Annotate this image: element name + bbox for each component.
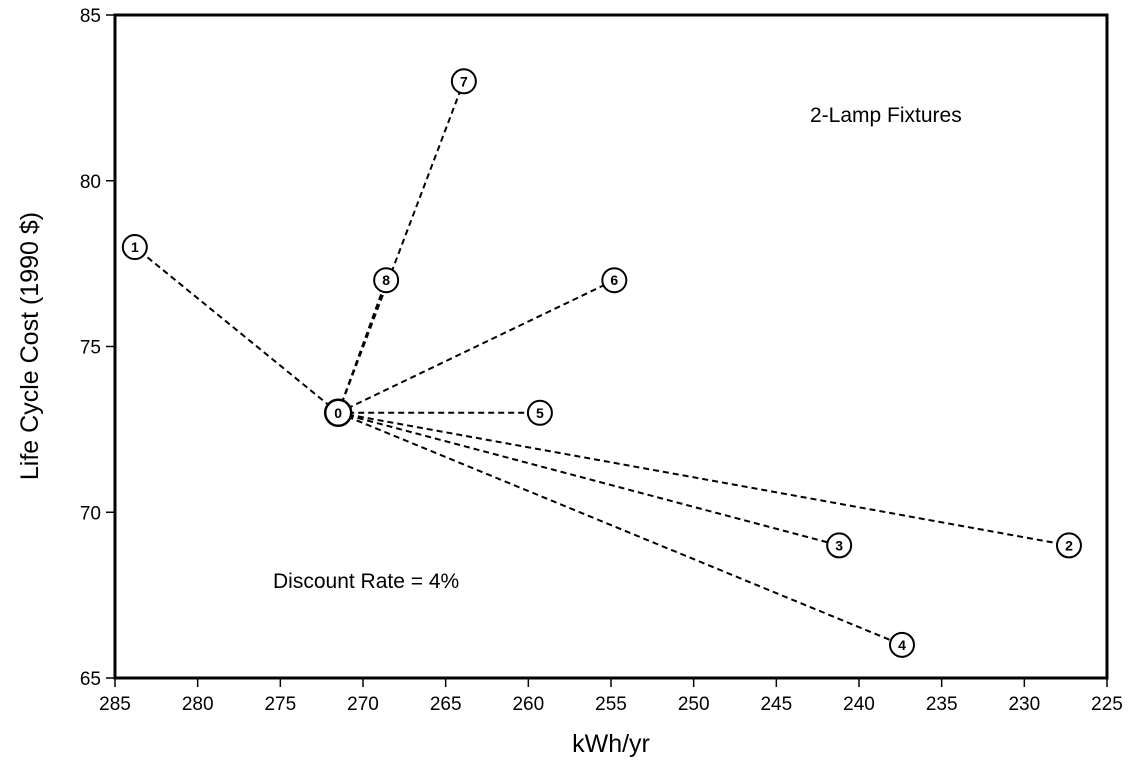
connection-line-0-1: [134, 246, 339, 414]
data-points: 0 1 2 3 4 5 6 7 8: [121, 68, 1082, 658]
point-label-1: 1: [131, 239, 139, 255]
point-marker-1: [121, 234, 148, 261]
point-marker-0: [323, 398, 353, 428]
x-tick-label-225: 225: [1091, 694, 1123, 715]
y-tick-label-80: 80: [80, 172, 101, 193]
x-tick-label-265: 265: [430, 694, 462, 715]
annotation-discount-rate: Discount Rate = 4%: [273, 570, 459, 593]
x-tick-label-240: 240: [843, 694, 875, 715]
x-tick-label-260: 260: [512, 694, 544, 715]
data-point-8: 8: [373, 267, 400, 294]
point-marker-8: [373, 267, 400, 294]
x-tick-label-235: 235: [926, 694, 958, 715]
x-tick-label-275: 275: [264, 694, 296, 715]
connection-line-0-4: [337, 411, 903, 646]
point-label-3: 3: [835, 537, 843, 553]
y-tick-label-85: 85: [80, 6, 101, 27]
x-axis-title: kWh/yr: [572, 730, 650, 758]
data-point-5: 5: [526, 399, 553, 426]
connection-line-0-7: [337, 80, 465, 414]
y-axis: 65 70 75 80 85: [80, 6, 115, 690]
point-label-6: 6: [610, 272, 618, 288]
connection-line-0-3: [337, 411, 840, 547]
point-label-0: 0: [334, 405, 342, 421]
connection-lines: [134, 80, 1070, 646]
x-tick-label-255: 255: [595, 694, 627, 715]
x-tick-label-250: 250: [678, 694, 710, 715]
point-marker-5: [526, 399, 553, 426]
data-point-0: 0: [323, 398, 353, 428]
data-point-3: 3: [826, 532, 853, 559]
data-point-2: 2: [1055, 532, 1082, 559]
point-label-4: 4: [898, 637, 906, 653]
data-point-6: 6: [601, 267, 628, 294]
x-tick-label-285: 285: [99, 694, 131, 715]
connection-line-0-8: [337, 279, 388, 414]
x-tick-label-245: 245: [760, 694, 792, 715]
connection-line-0-2: [338, 411, 1070, 547]
point-marker-6: [601, 267, 628, 294]
x-tick-label-230: 230: [1008, 694, 1040, 715]
x-tick-label-280: 280: [182, 694, 214, 715]
connection-line-0-6: [337, 279, 615, 414]
y-tick-label-65: 65: [80, 669, 101, 690]
point-marker-2: [1055, 532, 1082, 559]
data-point-1: 1: [121, 234, 148, 261]
point-marker-3: [826, 532, 853, 559]
x-tick-label-270: 270: [347, 694, 379, 715]
data-point-7: 7: [450, 68, 477, 95]
data-point-4: 4: [888, 631, 915, 658]
y-axis-title: Life Cycle Cost (1990 $): [16, 212, 44, 480]
annotation-fixtures: 2-Lamp Fixtures: [810, 104, 962, 127]
point-label-7: 7: [460, 73, 468, 89]
x-axis: 285 280 275 270 265 260 255 250 245 240 235 230 225: [99, 678, 1123, 715]
point-label-8: 8: [382, 272, 390, 288]
point-label-5: 5: [536, 405, 544, 421]
y-tick-label-75: 75: [80, 338, 101, 359]
point-label-2: 2: [1065, 537, 1073, 553]
point-marker-7: [450, 68, 477, 95]
y-tick-label-70: 70: [80, 503, 101, 524]
point-marker-4: [888, 631, 915, 658]
